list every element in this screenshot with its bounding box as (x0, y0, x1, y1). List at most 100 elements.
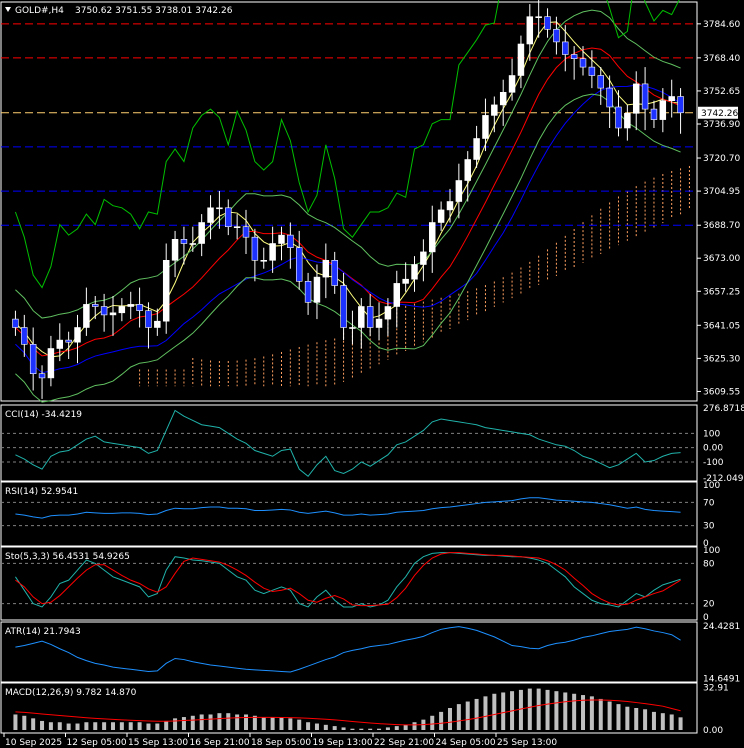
candle[interactable] (225, 199, 232, 236)
candle[interactable] (198, 214, 205, 257)
panel-axis-label: 30 (703, 522, 715, 532)
candle[interactable] (437, 201, 445, 231)
candle[interactable] (597, 67, 604, 105)
candle[interactable] (207, 195, 214, 240)
candle[interactable] (473, 125, 480, 168)
bear-candle-body (615, 106, 622, 129)
candle[interactable] (455, 163, 463, 219)
macd-bar (48, 722, 53, 730)
bear-candle-body (304, 280, 312, 303)
bear-candle-body (225, 207, 232, 228)
candle[interactable] (579, 46, 587, 76)
candle[interactable] (21, 314, 28, 357)
candle[interactable] (136, 287, 143, 328)
candle[interactable] (384, 298, 392, 336)
candle[interactable] (606, 75, 613, 129)
bollinger-upper-line (15, 9, 681, 319)
macd-bar (119, 722, 124, 730)
candle[interactable] (615, 90, 622, 137)
candle[interactable] (393, 270, 401, 328)
candle[interactable] (12, 310, 19, 336)
candle[interactable] (659, 88, 667, 133)
bull-candle-body (207, 207, 214, 223)
price-axis-label: 3720.70 (703, 154, 740, 164)
candle[interactable] (233, 214, 241, 240)
candle[interactable] (446, 188, 454, 223)
candle[interactable] (145, 302, 152, 349)
candle[interactable] (83, 287, 90, 336)
candle[interactable] (491, 96, 498, 133)
candle[interactable] (269, 226, 276, 273)
candle[interactable] (402, 262, 409, 292)
candle[interactable] (632, 71, 640, 131)
candle[interactable] (171, 230, 179, 278)
candle[interactable] (544, 8, 551, 38)
candle[interactable] (304, 272, 312, 315)
macd-bar (199, 714, 204, 730)
candle[interactable] (242, 209, 250, 254)
candle[interactable] (331, 251, 338, 294)
candle[interactable] (340, 272, 347, 341)
candle[interactable] (677, 88, 684, 134)
candle[interactable] (92, 296, 99, 320)
candle[interactable] (464, 151, 471, 202)
candle[interactable] (56, 323, 64, 362)
candle[interactable] (162, 243, 170, 334)
candle[interactable] (517, 35, 525, 89)
candle[interactable] (366, 293, 374, 336)
candle[interactable] (526, 4, 534, 61)
candle[interactable] (358, 298, 365, 349)
bear-candle-body (570, 54, 578, 59)
candle[interactable] (260, 247, 267, 269)
candle[interactable] (588, 50, 596, 89)
candle[interactable] (100, 293, 108, 332)
candle[interactable] (65, 331, 72, 359)
symbol-dropdown-icon[interactable] (5, 7, 11, 12)
candle[interactable] (411, 256, 418, 292)
candle[interactable] (29, 327, 37, 391)
ma-red-line (15, 47, 681, 357)
candle[interactable] (375, 302, 383, 341)
indicator-panel-atr (0, 621, 698, 683)
candle[interactable] (216, 191, 223, 229)
candle[interactable] (624, 104, 631, 141)
candle[interactable] (251, 228, 259, 282)
candle[interactable] (287, 222, 294, 269)
bull-candle-body (437, 209, 445, 223)
candle[interactable] (570, 46, 578, 80)
macd-bar (589, 696, 594, 730)
macd-bar (31, 718, 36, 730)
candle[interactable] (278, 226, 285, 261)
candle[interactable] (420, 239, 427, 282)
candle[interactable] (180, 226, 188, 265)
candle[interactable] (562, 25, 569, 72)
candle[interactable] (313, 264, 321, 320)
candle[interactable] (154, 308, 161, 336)
candle[interactable] (118, 298, 126, 322)
candle[interactable] (499, 79, 507, 126)
bull-candle-body (411, 264, 418, 280)
candle[interactable] (349, 310, 356, 345)
candle[interactable] (189, 226, 197, 252)
candle[interactable] (47, 335, 55, 387)
candle[interactable] (641, 67, 649, 131)
candle[interactable] (127, 291, 134, 320)
candle[interactable] (535, 0, 542, 38)
candle[interactable] (322, 243, 330, 299)
candle[interactable] (650, 100, 658, 128)
candle[interactable] (295, 230, 303, 290)
candle[interactable] (74, 314, 81, 364)
candle[interactable] (482, 98, 489, 152)
candle[interactable] (508, 58, 516, 101)
panel-axis-label: 20 (703, 600, 715, 610)
candle[interactable] (668, 79, 675, 118)
bull-candle-body (269, 243, 276, 261)
candle[interactable] (553, 16, 560, 55)
macd-bar (492, 693, 497, 730)
macd-bar (137, 722, 142, 730)
candle[interactable] (109, 296, 117, 336)
candle[interactable] (429, 205, 436, 273)
bull-candle-body (526, 16, 534, 45)
candle[interactable] (38, 365, 46, 399)
